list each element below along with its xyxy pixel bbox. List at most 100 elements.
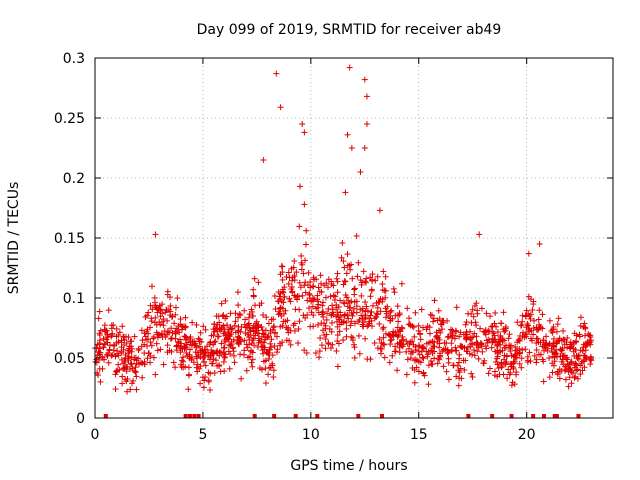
data-point — [461, 366, 468, 373]
data-point — [269, 360, 276, 367]
data-point — [394, 303, 401, 310]
data-point — [417, 336, 424, 343]
data-point — [235, 333, 242, 340]
data-point — [108, 325, 115, 332]
data-point — [145, 309, 152, 316]
data-point — [168, 335, 175, 342]
data-point — [361, 145, 368, 151]
data-point — [248, 348, 255, 355]
data-point — [218, 300, 225, 307]
data-point — [271, 342, 278, 349]
data-point — [222, 332, 229, 339]
data-point — [231, 359, 238, 366]
data-point — [152, 314, 159, 321]
data-point — [250, 292, 257, 299]
data-point — [341, 264, 348, 271]
data-point — [237, 351, 244, 358]
data-point — [576, 333, 583, 340]
data-point — [510, 353, 517, 360]
data-point — [216, 319, 223, 326]
data-point — [202, 326, 209, 333]
data-point — [201, 358, 208, 365]
data-point — [303, 227, 310, 234]
data-point — [226, 341, 233, 348]
data-point — [503, 352, 510, 359]
data-point — [392, 343, 399, 350]
data-point — [182, 314, 189, 321]
data-point — [568, 358, 575, 365]
data-point — [144, 355, 151, 362]
data-point — [227, 342, 234, 349]
data-point — [550, 335, 557, 342]
data-point — [244, 344, 251, 351]
data-point — [100, 335, 107, 342]
data-point — [443, 368, 450, 375]
data-point — [334, 278, 341, 285]
data-point — [271, 330, 278, 337]
data-point — [394, 367, 401, 374]
data-point — [216, 352, 223, 359]
data-point — [378, 345, 385, 352]
y-tick-label: 0.2 — [63, 171, 85, 187]
data-point — [303, 349, 310, 356]
data-point — [573, 367, 580, 374]
data-point — [549, 369, 556, 376]
data-point — [298, 252, 305, 259]
data-point — [362, 279, 369, 286]
data-point — [279, 286, 286, 293]
data-point — [106, 347, 113, 354]
data-point — [450, 362, 457, 369]
data-point — [164, 342, 171, 349]
data-point — [92, 358, 99, 365]
data-point — [128, 354, 135, 361]
data-point — [323, 331, 330, 338]
data-point — [392, 348, 399, 355]
data-point — [95, 315, 102, 322]
data-point — [575, 353, 582, 360]
data-point — [309, 283, 316, 290]
data-point — [342, 189, 349, 196]
data-point — [436, 350, 443, 357]
data-point — [265, 371, 272, 378]
data-point — [367, 293, 374, 300]
data-point — [302, 289, 309, 296]
data-point — [290, 264, 297, 271]
data-point — [256, 330, 263, 337]
data-point — [271, 293, 278, 300]
data-point — [295, 325, 302, 332]
data-point — [293, 269, 300, 276]
data-point — [489, 323, 496, 330]
data-point — [190, 359, 197, 366]
data-point — [152, 371, 159, 378]
data-point — [144, 326, 151, 333]
data-point — [261, 339, 268, 346]
data-point — [347, 322, 354, 329]
data-point — [194, 361, 201, 368]
data-point — [328, 328, 335, 335]
data-point — [351, 341, 358, 348]
data-point — [314, 292, 321, 299]
data-point — [487, 313, 494, 320]
data-point — [483, 310, 490, 317]
data-point — [114, 367, 121, 374]
data-point — [319, 311, 326, 318]
data-point — [581, 352, 588, 359]
data-point — [211, 321, 218, 328]
data-point — [113, 333, 120, 340]
data-point — [167, 302, 174, 309]
data-point — [560, 327, 567, 334]
data-point — [473, 322, 480, 329]
data-point — [278, 263, 285, 270]
data-point — [445, 333, 452, 340]
data-point — [229, 345, 236, 352]
data-point — [309, 303, 316, 310]
data-point — [523, 324, 530, 331]
data-point — [221, 328, 228, 335]
data-point — [377, 295, 384, 302]
data-point — [468, 340, 475, 347]
data-point — [413, 364, 420, 371]
data-point — [296, 306, 303, 313]
data-point — [526, 312, 533, 319]
data-point — [227, 331, 234, 338]
data-point — [574, 375, 581, 382]
